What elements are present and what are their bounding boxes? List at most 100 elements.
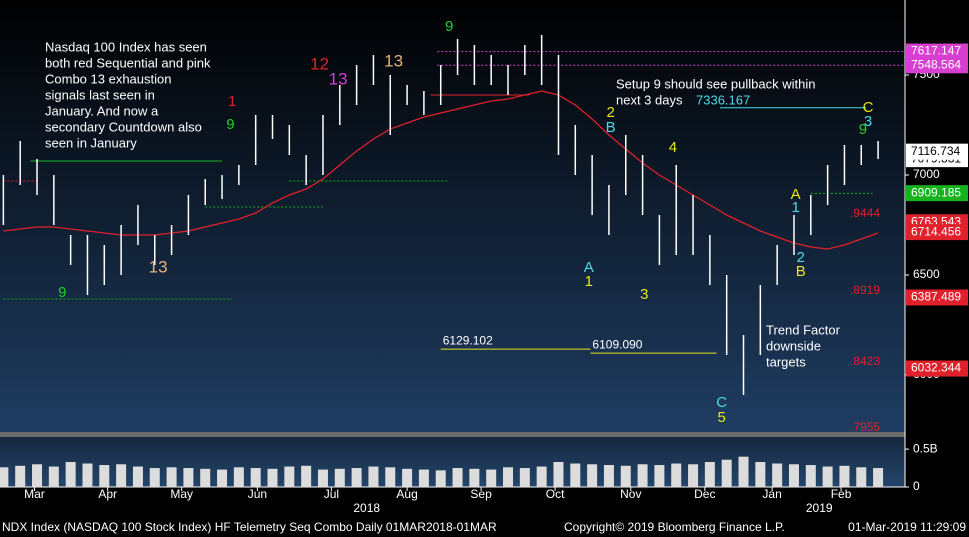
y-tick-label: 6500 [913,267,940,281]
volume-bar [654,465,665,487]
note-line: Setup 9 should see pullback within [616,76,815,91]
level-label: 6129.102 [443,333,493,347]
volume-bar [772,463,783,487]
footer: Copyright© 2019 Bloomberg Finance L.P. [564,520,785,534]
volume-bar [503,467,514,487]
volume-tick-label: 0 [913,479,920,493]
price-tag [906,289,968,306]
count-label: 1 [791,199,799,216]
volume-bar [452,468,463,487]
notes: Nasdaq 100 Index has seen both red Seque… [45,39,841,369]
count-label: B [606,119,616,136]
x-tick-label: Jun [248,487,267,501]
price-tag-label: 7548.564 [911,57,961,71]
volume-bar [587,464,598,487]
count-label: 9 [226,116,234,133]
note-line: next 3 days [616,92,683,107]
price-tag [906,43,968,60]
year-label: 2019 [806,501,833,515]
count-label: 13 [149,257,168,276]
volume-bar [0,467,9,487]
price-tag [906,185,968,202]
volume-bar [435,470,446,487]
volume-bar [721,459,732,487]
moving-average [3,90,879,250]
panel-divider [0,432,905,437]
note-line: seen in January [45,135,137,150]
volume-bar [217,469,228,487]
x-tick-label: Aug [396,487,417,501]
volume-bar [839,465,850,487]
note-line: targets [766,354,806,369]
volume-bar [469,468,480,487]
volume-bar [351,468,362,487]
volume-bar [738,456,749,487]
x-tick-label: Dec [694,487,715,501]
volume-bar [637,464,648,487]
year-label: 2018 [353,501,380,515]
x-tick-label: Oct [546,487,565,501]
fib-label: .8919 [850,283,880,297]
level-label: 7336.167 [696,92,750,107]
price-tag-label: 6714.456 [911,224,961,238]
count-label: 13 [384,51,403,70]
volume-bar [671,463,682,487]
volume-bar [536,466,547,487]
footer: NDX Index (NASDAQ 100 Stock Index) HF Te… [2,520,497,534]
volume-tick-label: 0.5B [913,441,938,455]
volume-bar [301,465,312,487]
note-line: both red Sequential and pink [45,55,211,70]
volume-bar [368,466,379,487]
volume-bar [856,467,867,487]
count-label: 1 [585,273,593,290]
note-line: Trend Factor [766,322,841,337]
volume-bar [149,468,160,487]
volume-bar [32,464,43,487]
x-tick-label: Jan [762,487,781,501]
volume-bar [166,467,177,487]
count-label: B [796,263,806,280]
fib-label: .9444 [850,206,880,220]
count-label: A [791,186,801,203]
volume-bar [82,463,93,487]
volume-bar [99,465,110,487]
volume-bar [317,469,328,487]
price-tag-label: 7617.147 [911,44,961,58]
volume-bar [603,465,614,487]
count-label: 3 [640,286,648,303]
volume-bar [132,466,143,487]
count-label: 4 [669,139,677,156]
volume-bar [486,469,497,487]
x-tick-label: Apr [98,487,117,501]
volume-bar [284,466,295,487]
price-tag-label: 7116.734 [911,144,960,158]
volume-bar [65,462,76,487]
x-tick-label: May [170,487,193,501]
fib-label: .7955 [850,420,880,434]
count-label: C [716,394,727,411]
volume-bar [704,462,715,487]
count-label: 2 [606,104,614,121]
volume-bar [15,465,26,487]
volume-bar [334,468,345,487]
x-tick-label: Sep [470,487,492,501]
note-line: secondary Countdown also [45,119,202,134]
volume-bar [688,464,699,487]
volume-bar [873,468,884,487]
count-label: 1 [228,93,236,110]
footer: 01-Mar-2019 11:29:09 [848,520,966,534]
volume-bar [822,466,833,487]
volume-bar [519,468,530,487]
note-line: signals last seen in [45,87,155,102]
y-tick-label: 7000 [913,167,940,181]
count-label: 5 [717,409,725,426]
volume-bar [418,469,429,487]
x-tick-label: Jul [324,487,339,501]
count-label: A [584,259,594,276]
volume-bar [183,468,194,487]
price-tag-label: 6387.489 [911,290,961,304]
note-line: downside [766,338,821,353]
volume-bar [788,464,799,487]
note-line: January. And now a [45,103,159,118]
